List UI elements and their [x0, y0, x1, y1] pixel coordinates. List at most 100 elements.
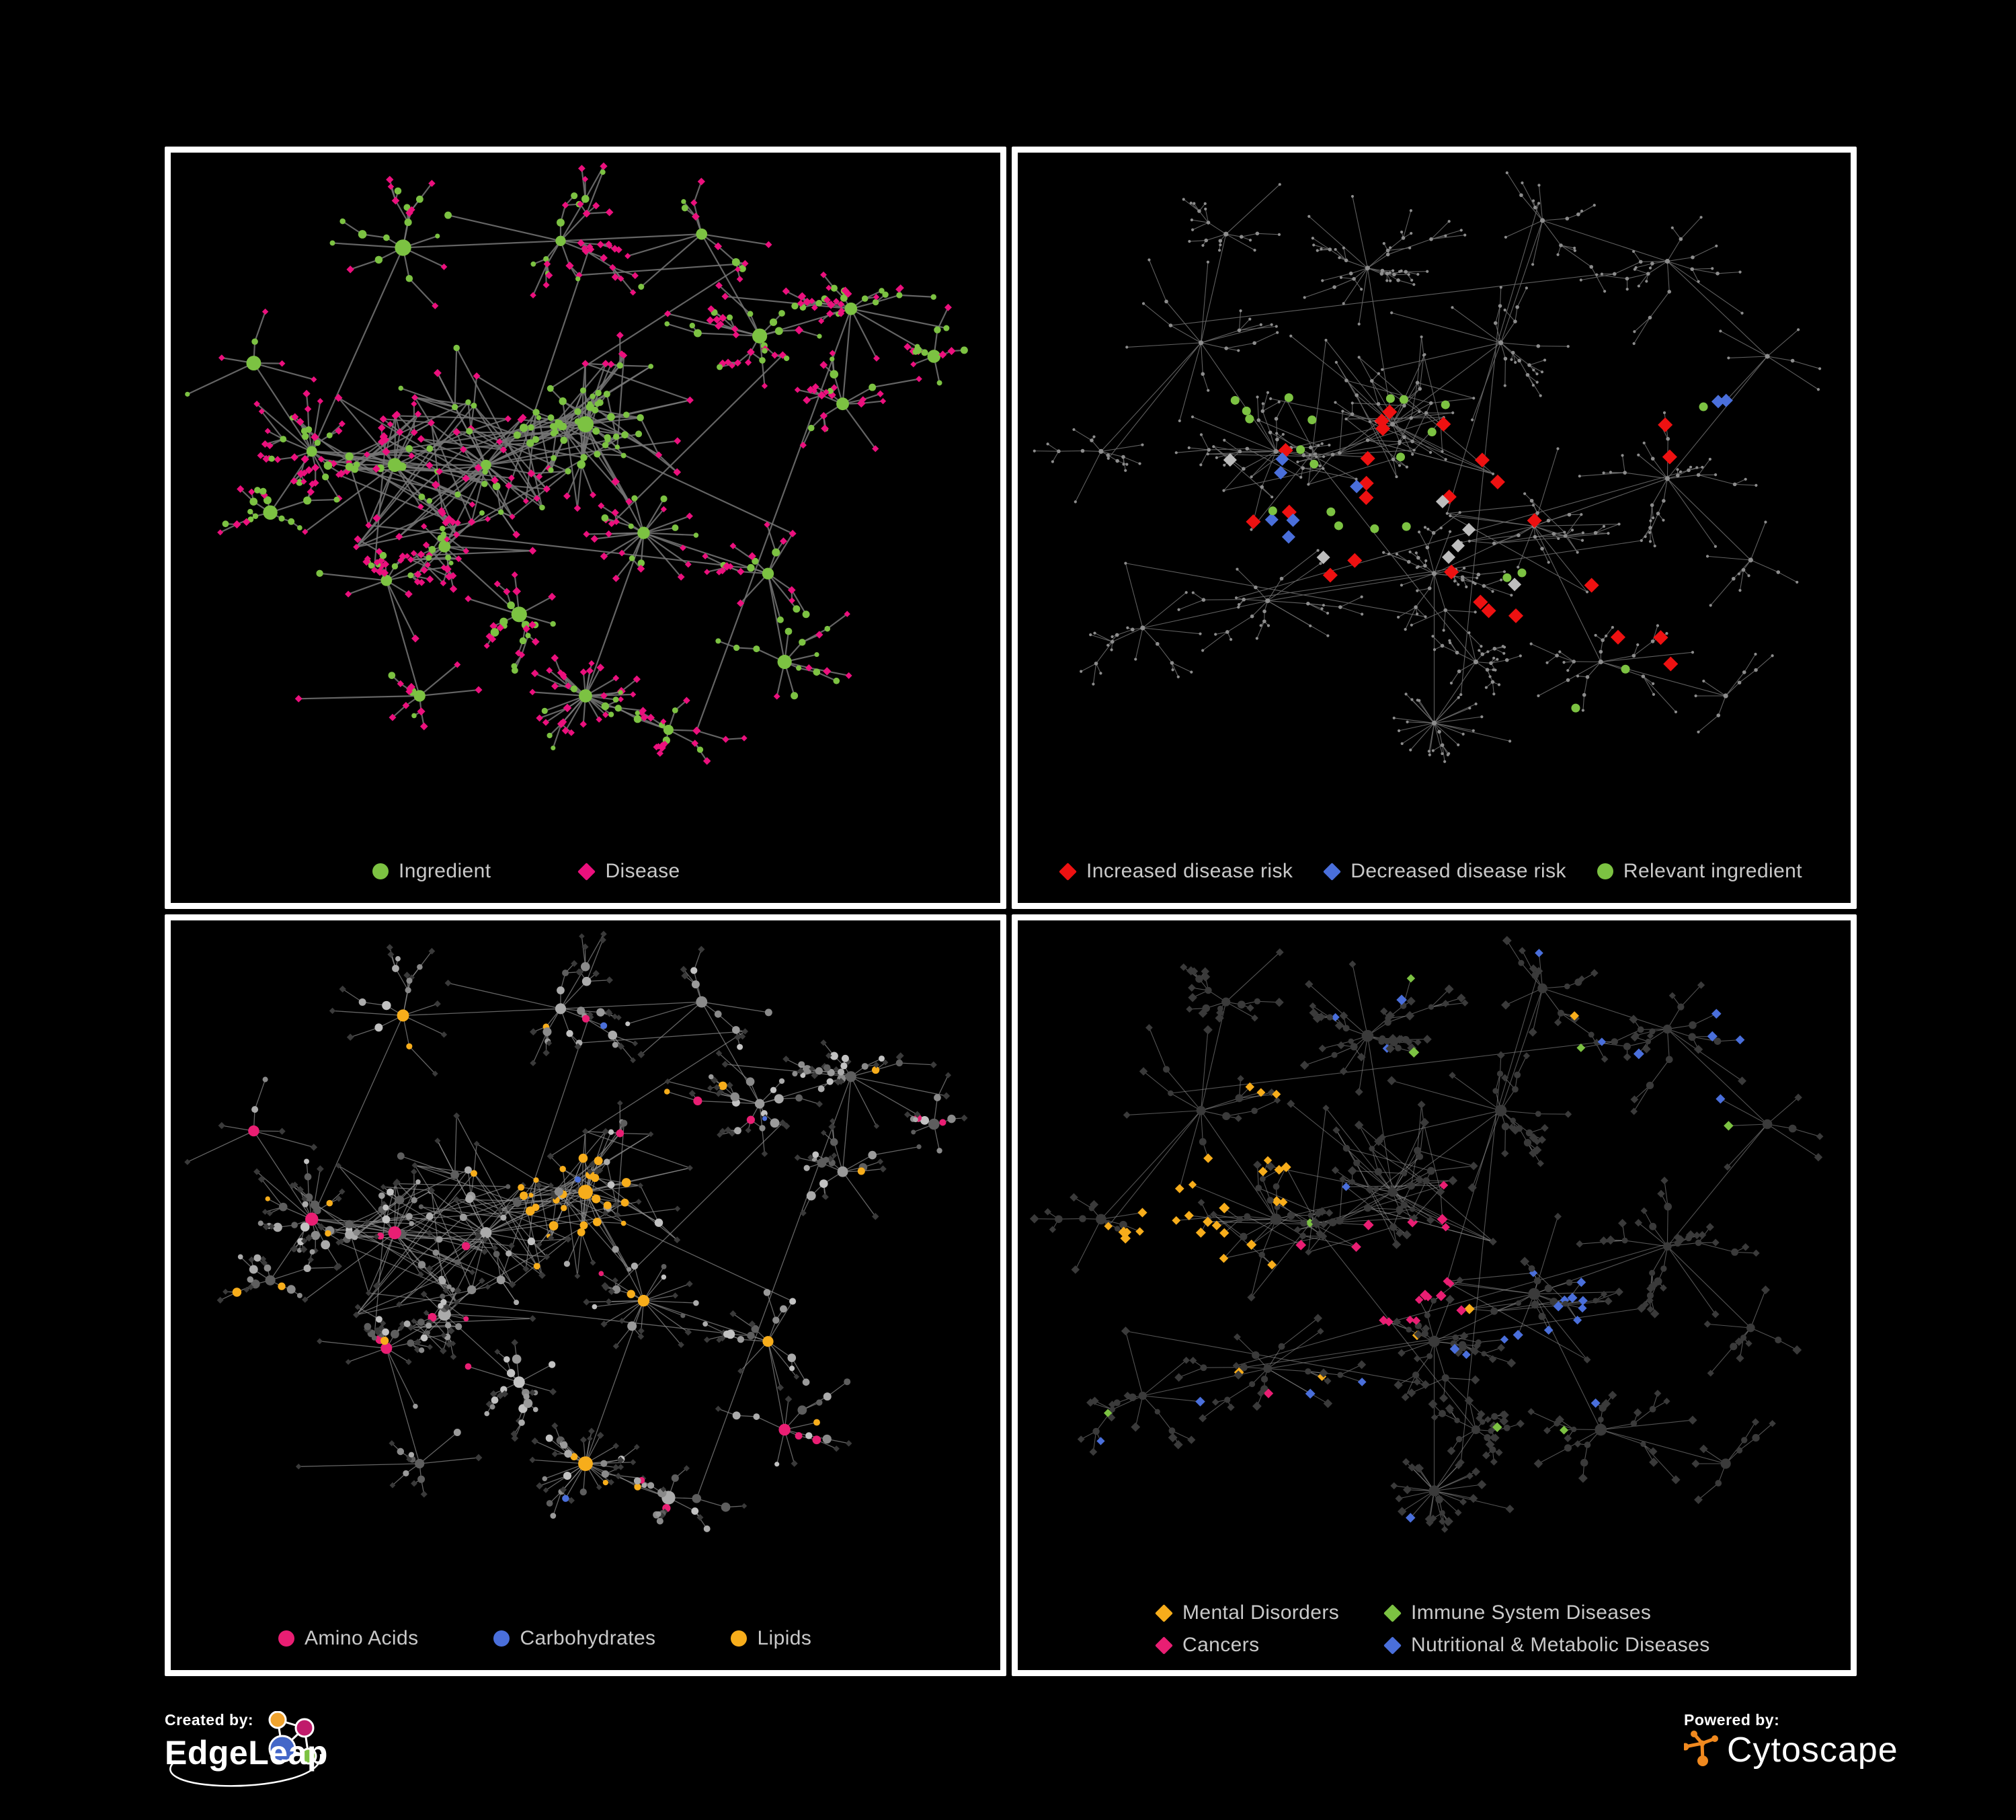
graph-node[interactable] — [1751, 1418, 1760, 1426]
graph-node[interactable] — [545, 1434, 553, 1442]
graph-node[interactable] — [528, 547, 537, 555]
graph-node[interactable] — [1106, 453, 1111, 457]
graph-node[interactable] — [1406, 1315, 1414, 1324]
graph-node[interactable] — [1677, 1003, 1685, 1011]
graph-node[interactable] — [1431, 635, 1435, 638]
graph-node[interactable] — [463, 1316, 469, 1322]
graph-node[interactable] — [1168, 1427, 1176, 1434]
graph-node[interactable] — [1188, 239, 1191, 243]
graph-node[interactable] — [1449, 641, 1452, 645]
graph-node[interactable] — [1197, 1199, 1205, 1206]
graph-node[interactable] — [771, 352, 778, 359]
graph-node[interactable] — [450, 1287, 456, 1292]
graph-node[interactable] — [1174, 1184, 1184, 1193]
graph-node[interactable] — [795, 325, 804, 335]
graph-node[interactable] — [574, 1176, 581, 1183]
graph-node[interactable] — [1576, 551, 1579, 554]
graph-node[interactable] — [314, 439, 321, 446]
graph-node[interactable] — [1502, 651, 1506, 655]
graph-node[interactable] — [1698, 1231, 1707, 1239]
graph-node[interactable] — [532, 409, 540, 416]
graph-node[interactable] — [594, 1156, 603, 1166]
graph-node[interactable] — [515, 1417, 522, 1424]
graph-node[interactable] — [1339, 276, 1343, 279]
graph-node[interactable] — [529, 688, 536, 696]
graph-node[interactable] — [1348, 271, 1353, 276]
graph-node[interactable] — [1240, 1363, 1248, 1372]
graph-node[interactable] — [1200, 1364, 1207, 1372]
graph-node[interactable] — [1578, 1473, 1588, 1483]
graph-node[interactable] — [1579, 278, 1582, 282]
graph-node[interactable] — [1599, 649, 1603, 654]
graph-node[interactable] — [418, 493, 426, 501]
graph-node[interactable] — [533, 495, 540, 502]
graph-node[interactable] — [770, 1118, 780, 1128]
graph-node[interactable] — [252, 513, 259, 520]
graph-node[interactable] — [519, 413, 527, 422]
graph-node[interactable] — [879, 397, 887, 405]
graph-node[interactable] — [845, 672, 852, 679]
graph-node[interactable] — [1592, 1298, 1599, 1304]
graph-node[interactable] — [413, 578, 421, 586]
graph-node[interactable] — [1456, 1305, 1467, 1316]
graph-node[interactable] — [833, 1066, 840, 1072]
graph-node[interactable] — [1271, 1196, 1282, 1207]
graph-node[interactable] — [1646, 1292, 1654, 1299]
graph-node[interactable] — [1740, 1335, 1747, 1341]
graph-node[interactable] — [1426, 270, 1429, 273]
graph-node[interactable] — [1314, 1208, 1323, 1218]
graph-node[interactable] — [1326, 1014, 1333, 1021]
graph-node[interactable] — [655, 1511, 661, 1517]
graph-node[interactable] — [1648, 1447, 1658, 1456]
graph-node[interactable] — [1123, 1111, 1131, 1119]
graph-node[interactable] — [809, 1066, 815, 1072]
graph-node[interactable] — [774, 1094, 784, 1104]
graph-node[interactable] — [784, 1395, 793, 1403]
graph-node[interactable] — [452, 428, 461, 436]
graph-node[interactable] — [1055, 1215, 1063, 1223]
graph-node[interactable] — [812, 1151, 819, 1158]
graph-node[interactable] — [531, 637, 540, 646]
graph-node[interactable] — [1510, 358, 1513, 361]
graph-node[interactable] — [1465, 585, 1468, 588]
graph-node[interactable] — [1531, 383, 1535, 387]
graph-node[interactable] — [374, 1329, 382, 1336]
graph-node[interactable] — [602, 1127, 609, 1135]
graph-node[interactable] — [262, 454, 270, 463]
graph-node[interactable] — [1573, 246, 1576, 250]
graph-node[interactable] — [1235, 1094, 1244, 1103]
graph-node[interactable] — [590, 491, 597, 499]
graph-node[interactable] — [440, 580, 447, 587]
graph-node[interactable] — [1525, 372, 1530, 377]
graph-node[interactable] — [1428, 753, 1431, 756]
graph-node[interactable] — [1505, 1505, 1515, 1513]
graph-node[interactable] — [829, 350, 836, 357]
graph-node[interactable] — [817, 1085, 825, 1093]
graph-node[interactable] — [1516, 1419, 1525, 1428]
graph-node[interactable] — [426, 498, 433, 504]
graph-node[interactable] — [789, 1298, 797, 1305]
graph-node[interactable] — [498, 509, 504, 515]
graph-node[interactable] — [1319, 561, 1322, 565]
graph-node[interactable] — [475, 1454, 483, 1462]
graph-node[interactable] — [1769, 1420, 1776, 1427]
graph-node[interactable] — [637, 413, 644, 422]
graph-node[interactable] — [1260, 485, 1264, 489]
graph-node[interactable] — [218, 1121, 226, 1130]
graph-node[interactable] — [1695, 1239, 1702, 1247]
graph-node[interactable] — [660, 495, 668, 503]
graph-node[interactable] — [818, 317, 825, 325]
graph-node[interactable] — [559, 1166, 566, 1173]
graph-node[interactable] — [637, 1333, 645, 1340]
graph-node[interactable] — [1353, 1159, 1361, 1166]
graph-node[interactable] — [1244, 1213, 1251, 1220]
graph-node[interactable] — [1392, 1240, 1402, 1249]
graph-node[interactable] — [1350, 194, 1355, 198]
graph-node[interactable] — [1227, 1403, 1235, 1411]
graph-node[interactable] — [1331, 1013, 1340, 1022]
graph-node[interactable] — [1195, 975, 1203, 983]
graph-node[interactable] — [1219, 243, 1222, 247]
graph-node[interactable] — [595, 389, 602, 397]
graph-node[interactable] — [233, 520, 241, 529]
graph-node[interactable] — [396, 428, 404, 436]
